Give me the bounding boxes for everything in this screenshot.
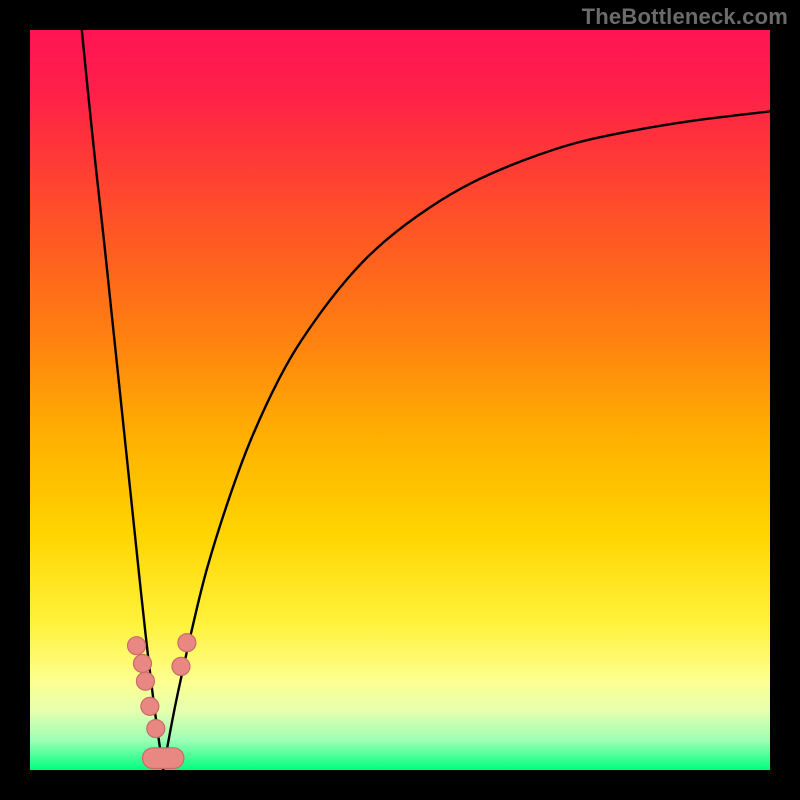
chart-svg xyxy=(30,30,770,770)
marker-dot xyxy=(147,720,165,738)
marker-dot xyxy=(172,657,190,675)
watermark-label: TheBottleneck.com xyxy=(582,4,788,30)
marker-bottom-pill xyxy=(142,748,183,769)
plot-area xyxy=(30,30,770,770)
marker-dot xyxy=(133,654,151,672)
marker-dot xyxy=(178,634,196,652)
chart-frame: TheBottleneck.com xyxy=(0,0,800,800)
marker-dot xyxy=(128,637,146,655)
marker-dot xyxy=(136,672,154,690)
marker-dot xyxy=(141,697,159,715)
